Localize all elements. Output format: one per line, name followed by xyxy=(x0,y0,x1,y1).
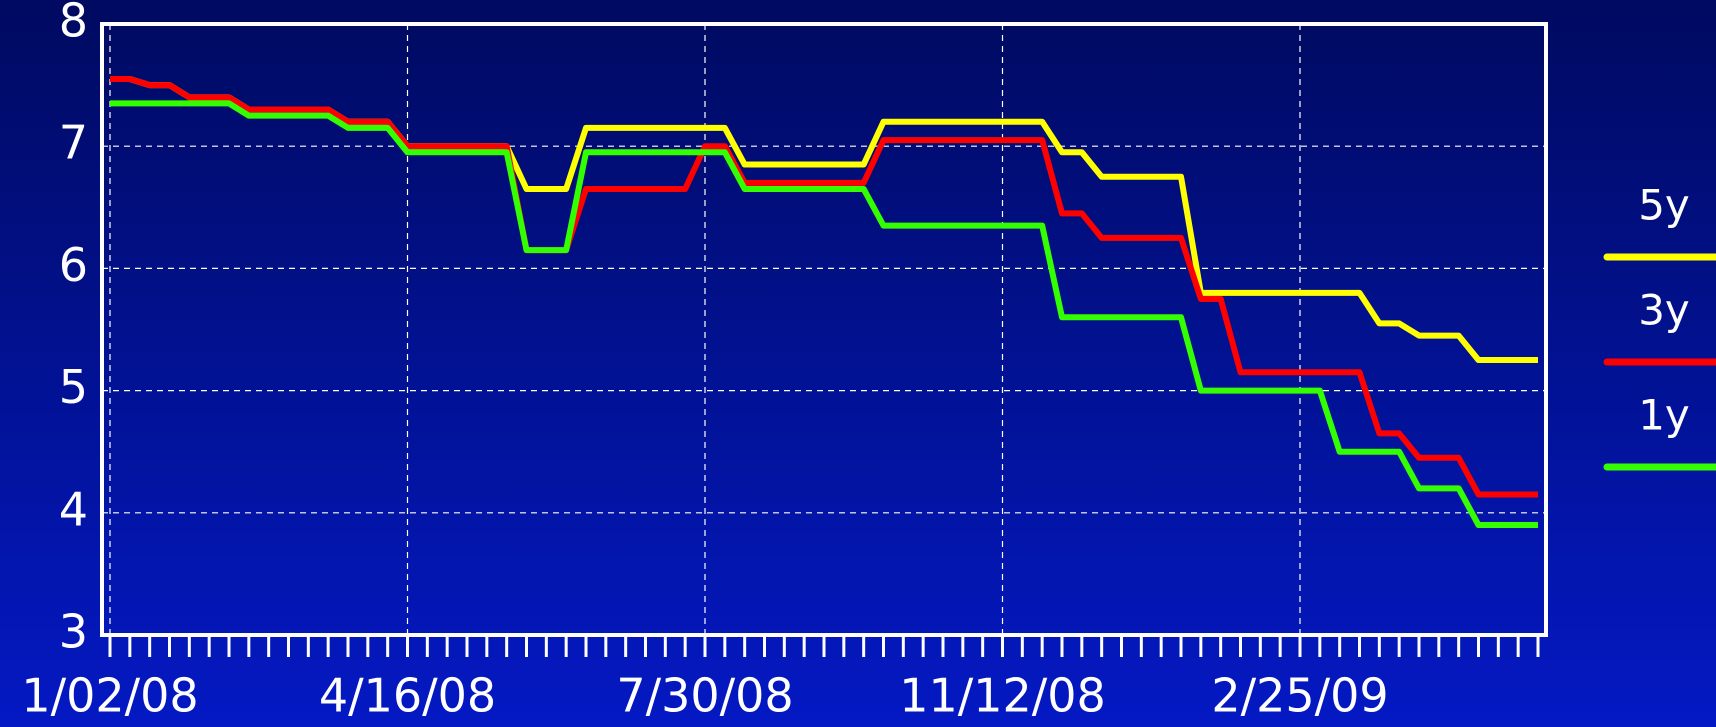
y-tick-label: 4 xyxy=(59,482,88,536)
y-tick-label: 6 xyxy=(59,238,88,292)
legend-label: 5y xyxy=(1638,181,1690,230)
y-tick-label: 8 xyxy=(59,0,88,48)
y-tick-label: 3 xyxy=(59,605,88,659)
legend-label: 3y xyxy=(1638,286,1690,335)
x-tick-label: 11/12/08 xyxy=(899,669,1106,723)
x-tick-label: 1/02/08 xyxy=(21,669,198,723)
plot-frame xyxy=(100,22,1548,637)
x-tick-label: 7/30/08 xyxy=(616,669,793,723)
y-tick-label: 5 xyxy=(59,360,88,414)
y-tick-label: 7 xyxy=(59,116,88,170)
line-series xyxy=(110,75,1538,498)
legend-label: 1y xyxy=(1638,391,1690,440)
x-tick-label: 2/25/09 xyxy=(1211,669,1388,723)
x-tick-label: 4/16/08 xyxy=(319,669,496,723)
line-series xyxy=(110,100,1538,529)
